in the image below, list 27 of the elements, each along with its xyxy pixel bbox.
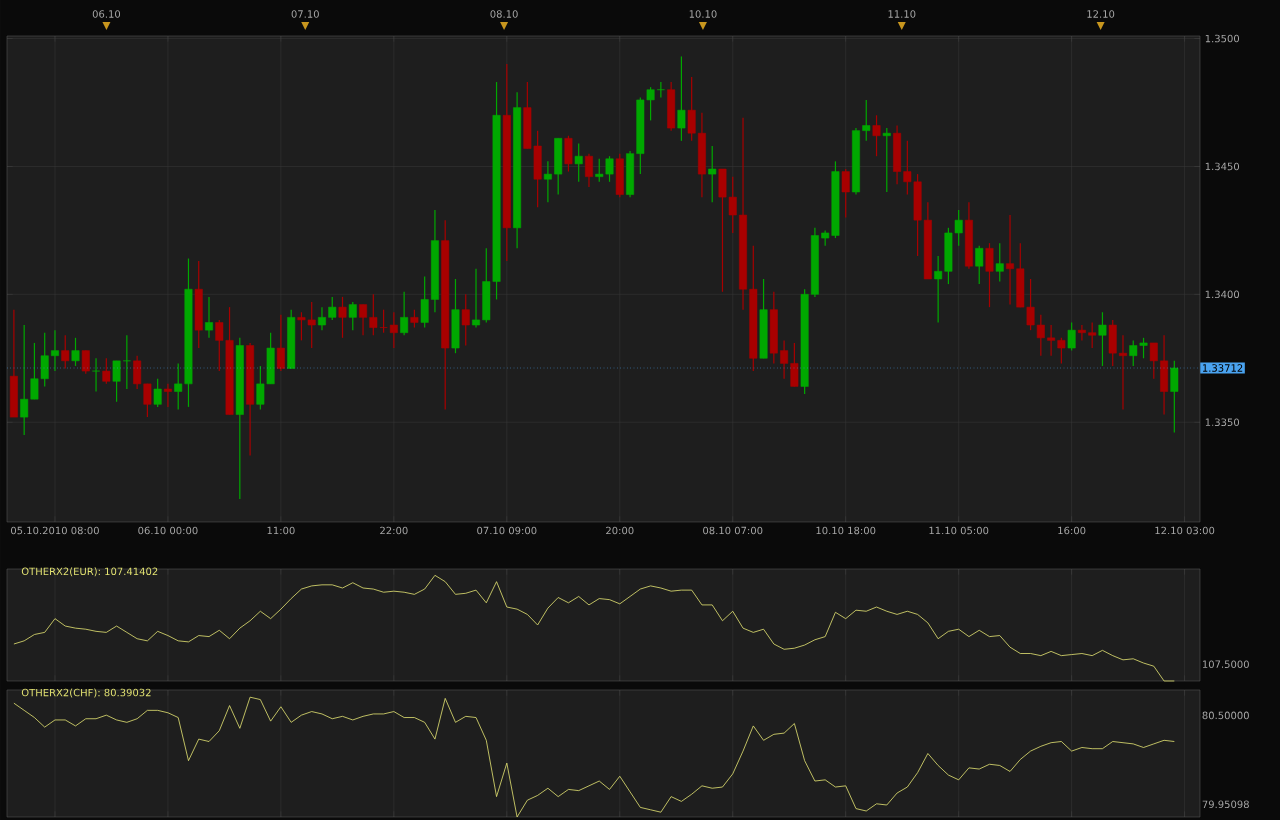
y-tick-label: 1.3500 <box>1205 34 1240 43</box>
x-tick-label: 11:00 <box>267 526 295 535</box>
x-tick-label: 05.10.2010 08:00 <box>11 526 99 535</box>
y-tick-label: 1.3450 <box>1205 162 1240 171</box>
ref-line-label: 1.33712 <box>1202 364 1243 372</box>
y-tick-label: 1.3350 <box>1205 418 1240 427</box>
x-tick-label: 12.10 03:00 <box>1155 526 1215 535</box>
x-tick-label: 10.10 18:00 <box>816 526 876 535</box>
x-tick-label: 20:00 <box>606 526 634 535</box>
text: 107.5000 <box>1202 660 1249 668</box>
x-tick-label: 11.10 05:00 <box>929 526 989 535</box>
x-tick-label: 16:00 <box>1058 526 1086 535</box>
y-tick-label: 1.3400 <box>1205 290 1240 299</box>
chart-title: OTHERX2(EUR): 107.41402 <box>21 567 158 577</box>
x-tick-label: 06.10 00:00 <box>138 526 198 535</box>
x-tick-label: 07.10 09:00 <box>477 526 537 535</box>
text: 07.10 <box>291 10 319 18</box>
text: 11.10 <box>888 10 916 18</box>
chart-title: OTHERX2(CHF): 80.39032 <box>21 688 151 698</box>
text: 12.10 <box>1087 10 1115 18</box>
text: 80.50000 <box>1202 711 1249 720</box>
text: 79.95098 <box>1202 800 1249 809</box>
text: 10.10 <box>689 10 717 18</box>
text: 06.10 <box>92 10 121 18</box>
text: 08.10 <box>490 10 518 18</box>
x-tick-label: 22:00 <box>380 526 408 535</box>
x-tick-label: 08.10 07:00 <box>703 526 763 535</box>
